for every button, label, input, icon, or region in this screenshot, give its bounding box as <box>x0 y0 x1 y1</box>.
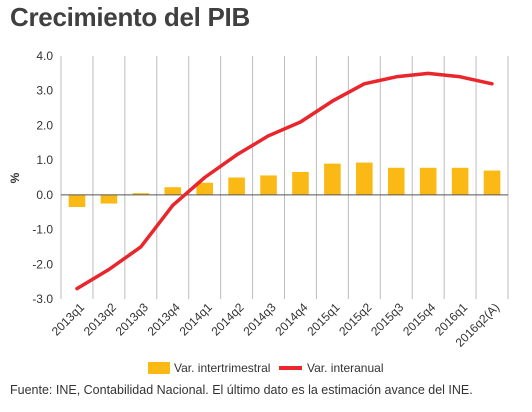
bar <box>419 167 437 195</box>
line-series <box>75 71 494 291</box>
bar <box>292 171 309 195</box>
x-tick-label: 2015q1 <box>304 300 342 338</box>
x-tick-label: 2014q2 <box>209 300 247 338</box>
x-axis: 2013q12013q22013q32013q42014q12014q22014… <box>49 300 502 350</box>
y-tick-label: -3.0 <box>32 292 53 306</box>
bar-series <box>68 162 501 208</box>
x-tick-label: 2013q2 <box>81 300 119 338</box>
y-tick-label: -1.0 <box>32 223 53 237</box>
legend-label: Var. interanual <box>307 361 384 375</box>
y-tick-label: 3.0 <box>36 84 53 98</box>
x-tick-label: 2015q3 <box>368 300 406 338</box>
y-axis: 4.0 3.0 2.0 1.0 0.0 -1.0 -2.0 -3.0 <box>32 49 53 306</box>
bar <box>356 162 373 195</box>
bar <box>228 177 245 195</box>
x-tick-label: 2015q4 <box>400 300 438 338</box>
x-tick-label: 2014q1 <box>177 300 215 338</box>
bar <box>260 175 277 195</box>
bar <box>451 167 469 195</box>
bar <box>387 167 405 195</box>
x-tick-label: 2013q1 <box>49 300 87 338</box>
legend-label: Var. intertrimestral <box>174 361 270 375</box>
y-tick-label: -2.0 <box>32 257 53 271</box>
bar <box>196 182 213 195</box>
x-tick-label: 2013q3 <box>113 300 151 338</box>
x-tick-label: 2014q4 <box>272 300 310 338</box>
bar <box>164 187 182 195</box>
x-tick-label: 2014q3 <box>240 300 278 338</box>
y-tick-label: 2.0 <box>36 118 53 132</box>
x-tick-label: 2013q4 <box>145 300 183 338</box>
source-note: Fuente: INE, Contabilidad Nacional. El ú… <box>10 383 473 397</box>
grid <box>60 56 509 299</box>
chart-title: Crecimiento del PIB <box>10 2 250 32</box>
legend-swatch-bar <box>148 362 170 374</box>
bar <box>483 170 501 195</box>
x-tick-label: 2015q2 <box>336 300 374 338</box>
bar <box>324 163 341 195</box>
bar <box>68 194 86 208</box>
y-tick-label: 1.0 <box>36 153 53 167</box>
legend: Var. intertrimestral Var. interanual <box>148 361 384 375</box>
y-axis-label: % <box>8 172 22 183</box>
y-tick-label: 4.0 <box>36 49 53 63</box>
y-tick-label: 0.0 <box>36 188 53 202</box>
bar <box>100 194 118 204</box>
bar <box>132 193 150 195</box>
line-path <box>75 71 494 291</box>
